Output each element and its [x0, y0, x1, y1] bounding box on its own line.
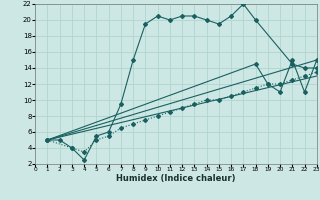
X-axis label: Humidex (Indice chaleur): Humidex (Indice chaleur): [116, 174, 236, 183]
